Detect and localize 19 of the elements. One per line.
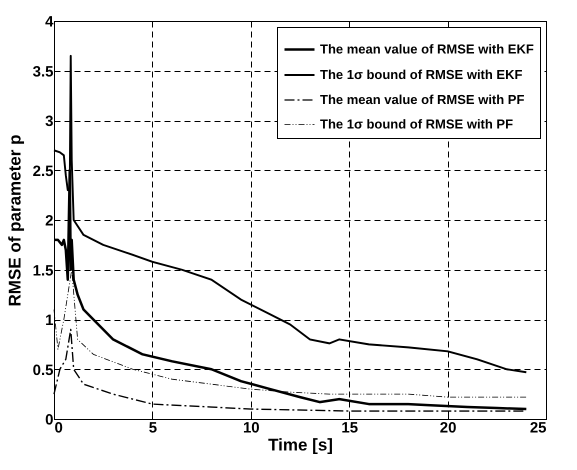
y-tick-label: 3	[45, 113, 54, 130]
y-tick-label: 4	[45, 14, 54, 30]
legend-label: The 1σ bound of RMSE with PF	[320, 116, 514, 132]
legend-label: The 1σ bound of RMSE with EKF	[320, 67, 522, 82]
y-tick-label: 0.5	[32, 362, 54, 379]
y-tick-label: 2	[45, 212, 54, 230]
y-tick-label: 1	[45, 312, 54, 329]
x-axis-title: Time [s]	[268, 436, 333, 454]
legend-label: The mean value of RMSE with EKF	[320, 42, 534, 56]
y-tick-label: 3.5	[32, 63, 54, 80]
legend-label: The mean value of RMSE with PF	[320, 92, 524, 107]
x-tick-label: 10	[242, 420, 260, 436]
y-tick-label: 2.5	[32, 162, 54, 180]
y-tick-label: 1.5	[32, 262, 54, 280]
x-tick-label: 20	[440, 420, 456, 436]
x-tick-label: 15	[341, 420, 358, 436]
y-axis-title: RMSE of parameter p	[6, 134, 25, 306]
x-tick-label: 5	[148, 420, 158, 436]
x-tick-label: 25	[530, 420, 546, 436]
